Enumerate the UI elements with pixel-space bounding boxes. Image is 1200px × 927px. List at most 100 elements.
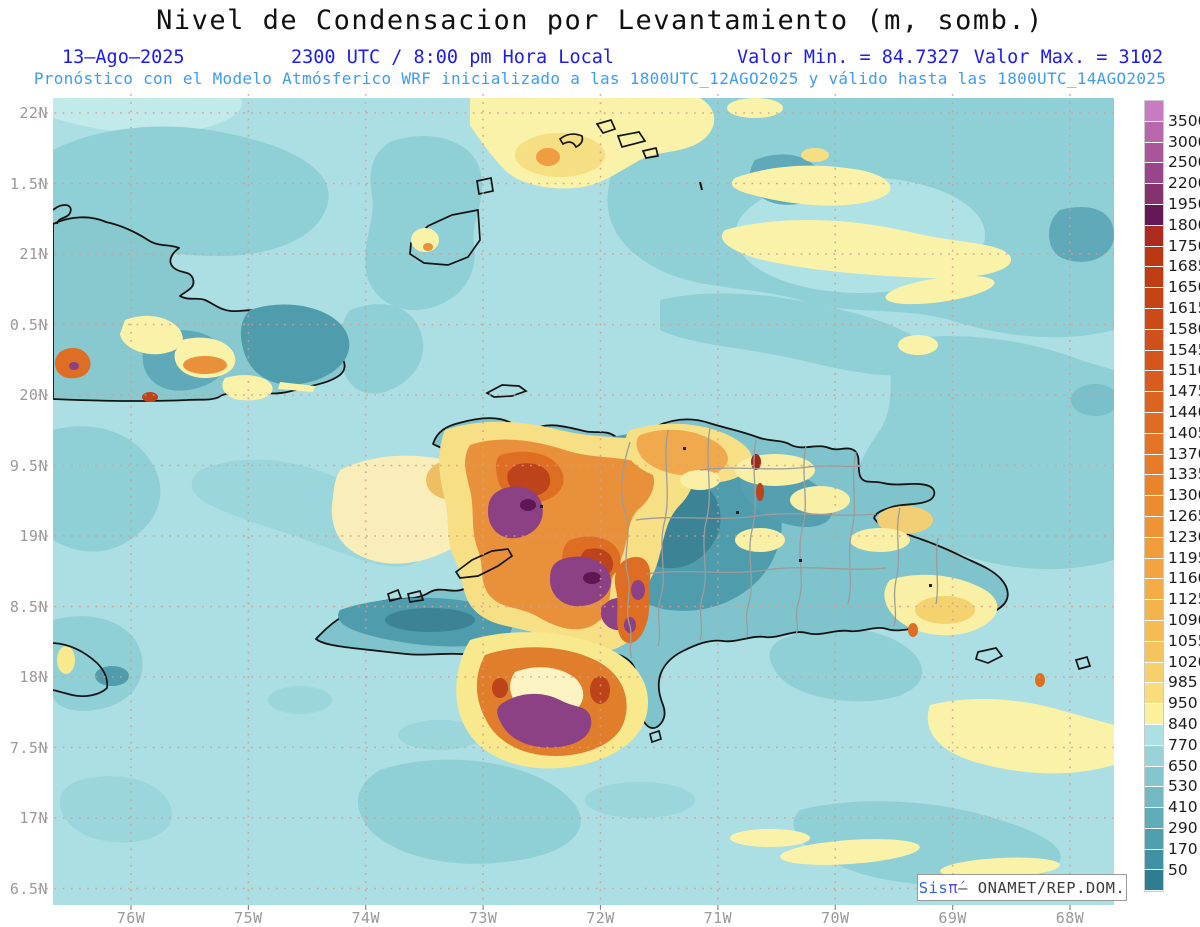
colorbar-block [1145, 267, 1163, 289]
colorbar-label: 1440 [1168, 403, 1200, 421]
min-value: Valor Min. = 84.7327 [737, 47, 960, 68]
colorbar-block [1145, 329, 1163, 351]
x-axis-label: 68W [1055, 909, 1085, 927]
colorbar-label: 50 [1168, 860, 1188, 879]
x-axis-label: 70W [820, 909, 850, 927]
colorbar-label: 950 [1168, 694, 1198, 713]
colorbar-block [1145, 704, 1163, 725]
small-islands [53, 384, 1092, 744]
colorbar-block [1145, 204, 1163, 226]
colorbar-block [1145, 121, 1163, 143]
y-axis-label: 9.5N [9, 456, 48, 475]
brand-pi-icon: π́ [948, 878, 959, 897]
colorbar-label: 1370 [1168, 444, 1200, 463]
colorbar-label: 170 [1168, 839, 1198, 858]
colorbar-label: 1475 [1168, 382, 1200, 401]
colorbar-label: 1195 [1168, 548, 1200, 567]
forecast-time: 2300 UTC / 8:00 pm Hora Local [291, 47, 615, 68]
colorbar-label: 530 [1168, 777, 1198, 796]
colorbar-block [1145, 142, 1163, 164]
attribution-box: Sis π́ – ONAMET/REP.DOM. [917, 874, 1127, 901]
colorbar-block [1145, 849, 1163, 871]
colorbar-label: 770 [1168, 735, 1198, 754]
colorbar-label: 1125 [1168, 590, 1200, 609]
colorbar-block [1145, 101, 1163, 122]
colorbar-label: 650 [1168, 756, 1198, 775]
colorbar-label: 985 [1168, 673, 1198, 692]
colorbar-label: 1090 [1168, 611, 1200, 629]
colorbar-label: 2200 [1168, 174, 1200, 193]
colorbar-label: 1650 [1168, 278, 1200, 297]
colorbar-block [1145, 620, 1163, 642]
colorbar-label: 1055 [1168, 631, 1200, 650]
y-axis-label: 0.5N [9, 315, 48, 334]
colorbar-label: 1020 [1168, 652, 1200, 671]
header-datetime-row: 13–Ago–2025 2300 UTC / 8:00 pm Hora Loca… [0, 47, 1200, 69]
map-field [53, 98, 1114, 905]
colorbar-block [1145, 288, 1163, 309]
point-markers [540, 447, 932, 587]
colorbar-label: 1230 [1168, 527, 1200, 546]
colorbar-label: 2500 [1168, 153, 1200, 172]
x-axis-label: 74W [351, 909, 381, 927]
colorbar-block [1145, 641, 1163, 663]
colorbar-label: 1685 [1168, 257, 1200, 276]
y-axis-label: 18N [19, 668, 48, 686]
colorbar-block [1145, 184, 1163, 205]
colorbar [1144, 100, 1164, 893]
colorbar-block [1145, 308, 1163, 330]
x-axis-label: 72W [586, 909, 615, 927]
colorbar-block [1145, 350, 1163, 372]
colorbar-block [1145, 412, 1163, 434]
admin-boundaries [621, 427, 939, 659]
colorbar-block [1145, 371, 1163, 393]
colorbar-block [1145, 558, 1163, 580]
brand-sis: Sis [918, 878, 949, 897]
x-axis-label: 75W [234, 909, 263, 927]
colorbar-block [1145, 683, 1163, 705]
colorbar-block [1145, 496, 1163, 517]
colorbar-label: 1265 [1168, 507, 1200, 525]
colorbar-label: 1405 [1168, 423, 1200, 442]
colorbar-label: 290 [1168, 819, 1198, 837]
colorbar-label: 1160 [1168, 569, 1200, 588]
colorbar-label: 1615 [1168, 299, 1200, 317]
minmax-values: Valor Min. = 84.7327 Valor Max. = 3102 [737, 47, 1177, 68]
colorbar-label: 3500 [1168, 111, 1200, 130]
colorbar-block [1145, 662, 1163, 684]
colorbar-label: 840 [1168, 715, 1198, 733]
y-axis-label: 7.5N [9, 738, 48, 757]
colorbar-block [1145, 537, 1163, 559]
colorbar-label: 1580 [1168, 319, 1200, 338]
colorbar-block [1145, 745, 1163, 767]
colorbar-block [1145, 870, 1163, 892]
y-axis-label: 22N [19, 104, 48, 122]
colorbar-block [1145, 516, 1163, 538]
y-axis-label: 21N [19, 245, 48, 263]
colorbar-block [1145, 724, 1163, 746]
colorbar-label: 1545 [1168, 340, 1200, 359]
colorbar-label: 1750 [1168, 236, 1200, 255]
colorbar-block [1145, 163, 1163, 185]
colorbar-label: 3000 [1168, 132, 1200, 151]
colorbar-label: 410 [1168, 798, 1198, 817]
colorbar-block [1145, 392, 1163, 413]
x-axis-label: 71W [703, 909, 733, 927]
max-value: Valor Max. = 3102 [973, 47, 1164, 68]
y-axis-label: 20N [19, 386, 48, 404]
y-axis-label: 6.5N [9, 879, 48, 898]
y-axis-label: 19N [19, 527, 48, 545]
colorbar-block [1145, 808, 1163, 829]
colorbar-block [1145, 787, 1163, 809]
colorbar-block [1145, 579, 1163, 601]
attribution-org: ONAMET/REP.DOM. [977, 878, 1126, 897]
colorbar-label: 1510 [1168, 361, 1200, 380]
colorbar-block [1145, 225, 1163, 247]
colorbar-block [1145, 454, 1163, 476]
colorbar-label: 1335 [1168, 465, 1200, 484]
axis-ticks [130, 905, 1071, 910]
colorbar-block [1145, 828, 1163, 850]
attribution-dash: – [958, 878, 968, 897]
